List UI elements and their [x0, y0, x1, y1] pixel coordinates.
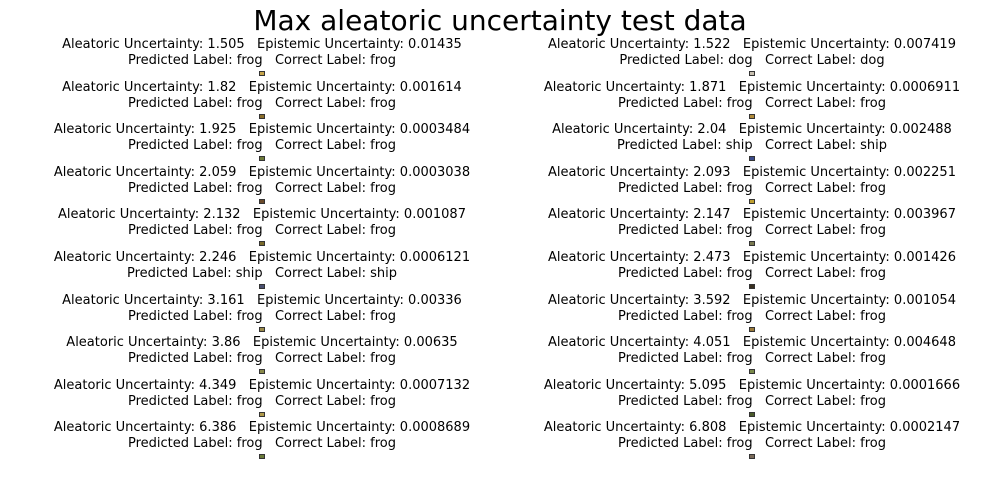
sample-thumbnail	[259, 113, 265, 119]
sample-cell: Aleatoric Uncertainty: 2.246 Epistemic U…	[17, 250, 507, 293]
sample-thumbnail	[749, 113, 755, 119]
uncertainty-line: Aleatoric Uncertainty: 1.925 Epistemic U…	[53, 122, 471, 138]
uncertainty-line: Aleatoric Uncertainty: 2.093 Epistemic U…	[548, 164, 956, 180]
sample-thumbnail	[749, 71, 755, 76]
label-line: Predicted Label: frog Correct Label: fro…	[128, 436, 396, 452]
sample-cell: Aleatoric Uncertainty: 3.86 Epistemic Un…	[17, 335, 507, 378]
sample-cell: Aleatoric Uncertainty: 2.04 Epistemic Un…	[507, 122, 997, 165]
sample-thumbnail	[259, 71, 265, 76]
label-line: Predicted Label: frog Correct Label: fro…	[128, 95, 396, 111]
label-line: Predicted Label: ship Correct Label: shi…	[126, 265, 398, 281]
sample-thumbnail	[749, 326, 755, 332]
sample-cell: Aleatoric Uncertainty: 1.925 Epistemic U…	[17, 122, 507, 165]
sample-cell: Aleatoric Uncertainty: 6.386 Epistemic U…	[17, 420, 507, 463]
label-line: Predicted Label: frog Correct Label: fro…	[618, 393, 886, 409]
sample-cell: Aleatoric Uncertainty: 1.522 Epistemic U…	[507, 37, 997, 80]
sample-cell: Aleatoric Uncertainty: 5.095 Epistemic U…	[507, 378, 997, 421]
uncertainty-line: Aleatoric Uncertainty: 1.871 Epistemic U…	[543, 79, 961, 95]
right-column: Aleatoric Uncertainty: 1.522 Epistemic U…	[507, 37, 997, 463]
label-line: Predicted Label: frog Correct Label: fro…	[128, 180, 396, 196]
label-line: Predicted Label: frog Correct Label: fro…	[128, 223, 396, 239]
label-line: Predicted Label: frog Correct Label: fro…	[618, 180, 886, 196]
sample-thumbnail	[259, 241, 265, 247]
sample-thumbnail	[259, 156, 265, 162]
uncertainty-line: Aleatoric Uncertainty: 1.505 Epistemic U…	[62, 37, 462, 52]
uncertainty-line: Aleatoric Uncertainty: 2.04 Epistemic Un…	[552, 122, 952, 138]
label-line: Predicted Label: frog Correct Label: fro…	[618, 265, 886, 281]
sample-cell: Aleatoric Uncertainty: 4.051 Epistemic U…	[507, 335, 997, 378]
uncertainty-line: Aleatoric Uncertainty: 5.095 Epistemic U…	[543, 377, 961, 393]
sample-cell: Aleatoric Uncertainty: 1.505 Epistemic U…	[17, 37, 507, 80]
sample-thumbnail	[259, 411, 265, 417]
label-line: Predicted Label: frog Correct Label: fro…	[128, 393, 396, 409]
sample-cell: Aleatoric Uncertainty: 6.808 Epistemic U…	[507, 420, 997, 463]
uncertainty-line: Aleatoric Uncertainty: 6.386 Epistemic U…	[53, 420, 471, 436]
sample-thumbnail	[259, 369, 265, 375]
label-line: Predicted Label: frog Correct Label: fro…	[128, 138, 396, 154]
sample-cell: Aleatoric Uncertainty: 2.059 Epistemic U…	[17, 165, 507, 208]
sample-cell: Aleatoric Uncertainty: 3.592 Epistemic U…	[507, 293, 997, 336]
sample-cell: Aleatoric Uncertainty: 3.161 Epistemic U…	[17, 293, 507, 336]
figure-title: Max aleatoric uncertainty test data	[253, 4, 747, 37]
uncertainty-line: Aleatoric Uncertainty: 1.522 Epistemic U…	[548, 37, 956, 52]
uncertainty-line: Aleatoric Uncertainty: 4.349 Epistemic U…	[53, 377, 471, 393]
uncertainty-line: Aleatoric Uncertainty: 2.147 Epistemic U…	[548, 207, 956, 223]
sample-cell: Aleatoric Uncertainty: 2.473 Epistemic U…	[507, 250, 997, 293]
uncertainty-line: Aleatoric Uncertainty: 3.86 Epistemic Un…	[66, 335, 458, 351]
uncertainty-line: Aleatoric Uncertainty: 3.161 Epistemic U…	[62, 292, 462, 308]
label-line: Predicted Label: frog Correct Label: fro…	[618, 436, 886, 452]
label-line: Predicted Label: frog Correct Label: fro…	[128, 308, 396, 324]
uncertainty-line: Aleatoric Uncertainty: 2.473 Epistemic U…	[548, 249, 956, 265]
label-line: Predicted Label: frog Correct Label: fro…	[618, 95, 886, 111]
label-line: Predicted Label: ship Correct Label: shi…	[616, 138, 888, 154]
sample-thumbnail	[259, 198, 265, 204]
sample-thumbnail	[749, 411, 755, 417]
sample-thumbnail	[749, 369, 755, 375]
uncertainty-line: Aleatoric Uncertainty: 1.82 Epistemic Un…	[62, 79, 462, 95]
label-line: Predicted Label: frog Correct Label: fro…	[618, 351, 886, 367]
label-line: Predicted Label: frog Correct Label: fro…	[128, 53, 396, 68]
sample-thumbnail	[259, 454, 265, 460]
sample-cell: Aleatoric Uncertainty: 1.871 Epistemic U…	[507, 80, 997, 123]
label-line: Predicted Label: frog Correct Label: fro…	[618, 223, 886, 239]
sample-thumbnail	[749, 454, 755, 460]
sample-thumbnail	[259, 326, 265, 332]
sample-thumbnail	[749, 156, 755, 162]
label-line: Predicted Label: dog Correct Label: dog	[619, 53, 885, 68]
sample-thumbnail	[749, 283, 755, 289]
sample-thumbnail	[749, 198, 755, 204]
sample-cell: Aleatoric Uncertainty: 1.82 Epistemic Un…	[17, 80, 507, 123]
uncertainty-line: Aleatoric Uncertainty: 2.246 Epistemic U…	[53, 249, 471, 265]
uncertainty-line: Aleatoric Uncertainty: 4.051 Epistemic U…	[548, 335, 956, 351]
sample-cell: Aleatoric Uncertainty: 2.132 Epistemic U…	[17, 207, 507, 250]
label-line: Predicted Label: frog Correct Label: fro…	[618, 308, 886, 324]
uncertainty-line: Aleatoric Uncertainty: 6.808 Epistemic U…	[543, 420, 961, 436]
left-column: Aleatoric Uncertainty: 1.505 Epistemic U…	[17, 37, 507, 463]
uncertainty-line: Aleatoric Uncertainty: 2.059 Epistemic U…	[53, 164, 471, 180]
sample-cell: Aleatoric Uncertainty: 4.349 Epistemic U…	[17, 378, 507, 421]
label-line: Predicted Label: frog Correct Label: fro…	[128, 351, 396, 367]
sample-thumbnail	[259, 283, 265, 289]
sample-cell: Aleatoric Uncertainty: 2.093 Epistemic U…	[507, 165, 997, 208]
sample-cell: Aleatoric Uncertainty: 2.147 Epistemic U…	[507, 207, 997, 250]
uncertainty-line: Aleatoric Uncertainty: 2.132 Epistemic U…	[58, 207, 466, 223]
sample-thumbnail	[749, 241, 755, 247]
uncertainty-line: Aleatoric Uncertainty: 3.592 Epistemic U…	[548, 292, 956, 308]
